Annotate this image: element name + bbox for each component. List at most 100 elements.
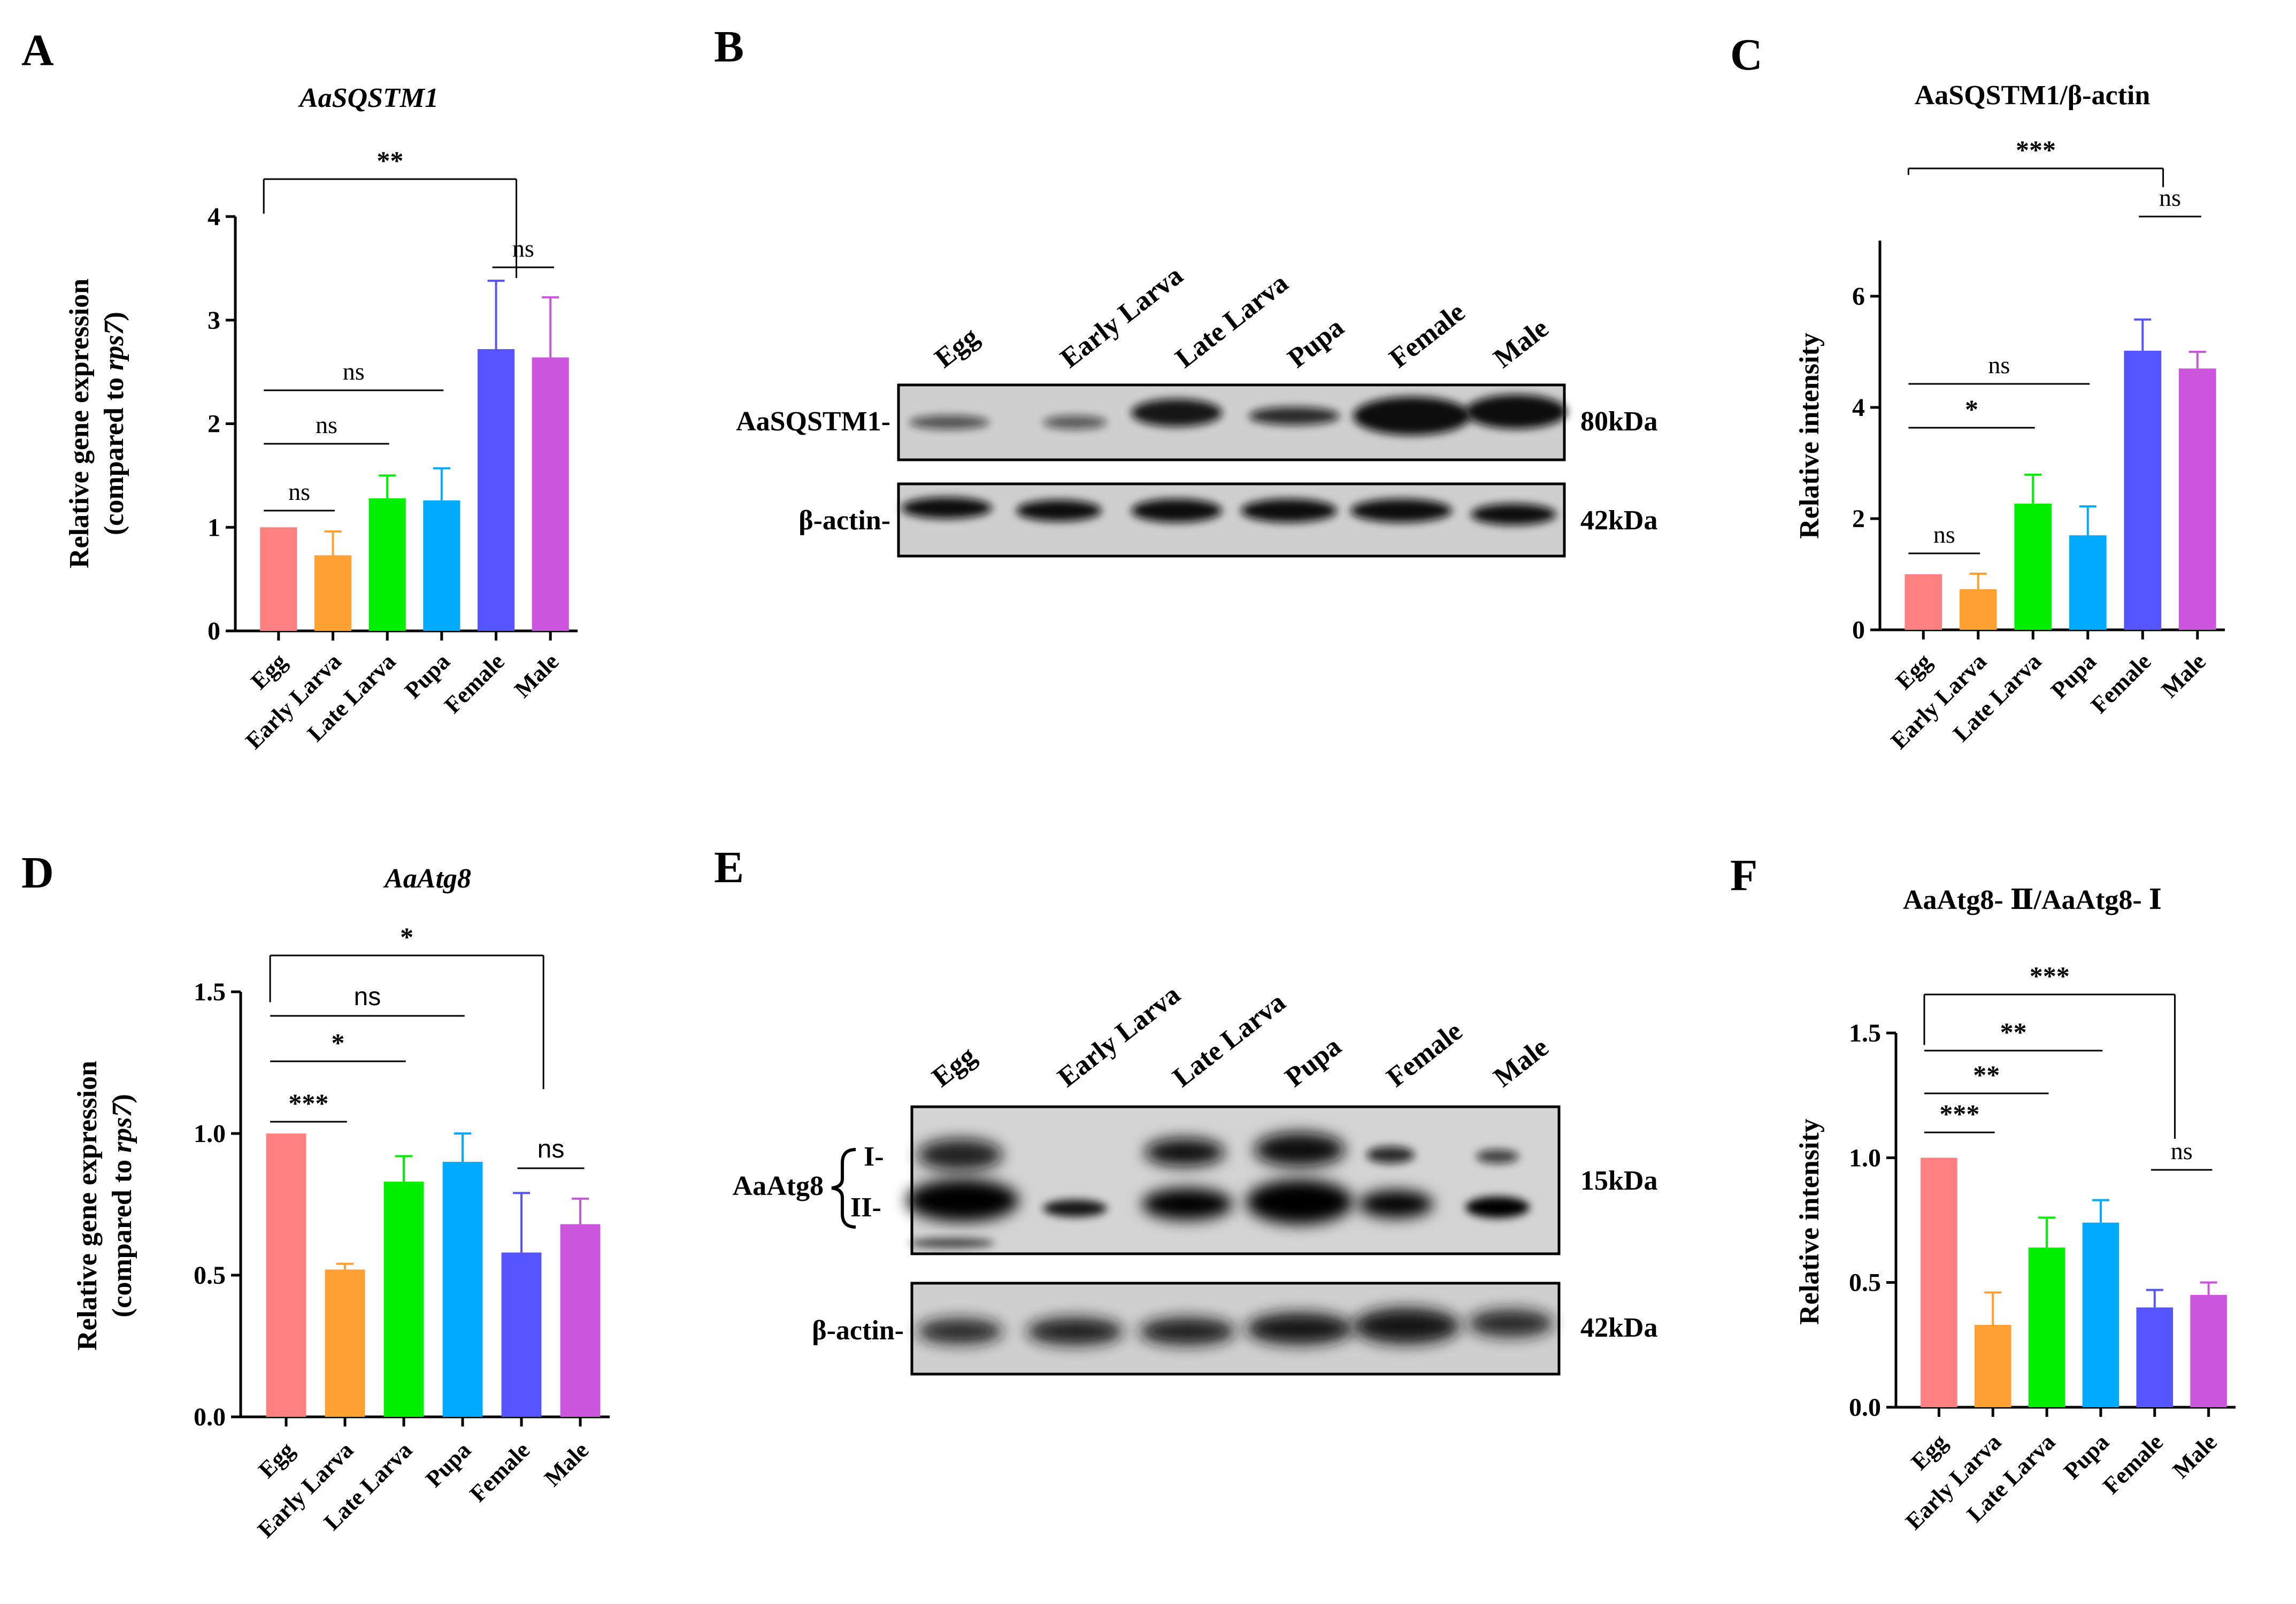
band bbox=[1241, 499, 1337, 522]
blot-e-control-bands bbox=[917, 1308, 1554, 1345]
blot-e-protein-label: AaAtg8 bbox=[733, 1171, 824, 1201]
chart-c: AaSQSTM1/β-actin Relative intensity 0 2 4 6 Eg… bbox=[1794, 80, 2225, 754]
y-tick-label: 4 bbox=[1852, 394, 1865, 422]
x-tick-label: Male bbox=[539, 1437, 594, 1491]
chart-title: AaSQSTM1 bbox=[298, 83, 439, 113]
blot-b-lane-label: Early Larva bbox=[1055, 260, 1188, 374]
bar bbox=[2178, 368, 2216, 630]
y-tick-label: 0.0 bbox=[1849, 1393, 1881, 1422]
significance-label: ns bbox=[288, 478, 310, 505]
significance-label: ns bbox=[1933, 521, 1955, 548]
band bbox=[1353, 1308, 1460, 1344]
significance-label: *** bbox=[1939, 1099, 1979, 1129]
x-tick-label: Egg bbox=[254, 1437, 300, 1483]
bar bbox=[2028, 1247, 2065, 1407]
x-tick-label: Female bbox=[2086, 648, 2156, 718]
panel-label-d: D bbox=[21, 848, 54, 898]
bar bbox=[1974, 1325, 2011, 1407]
blot-e-control-label: β-actin- bbox=[812, 1315, 904, 1346]
bar bbox=[1905, 574, 1942, 630]
y-tick-label: 1.0 bbox=[1849, 1144, 1881, 1172]
significance-label: * bbox=[400, 922, 413, 952]
y-axis-label-secondary: (compared to rps7) bbox=[99, 312, 129, 535]
chart-d: AaAtg8 Relative gene expression (compared … bbox=[72, 863, 610, 1543]
blot-b-lane-label: Pupa bbox=[1282, 312, 1349, 374]
bar bbox=[560, 1224, 601, 1417]
blot-e-control-kda: 42kDa bbox=[1580, 1313, 1657, 1343]
band bbox=[1139, 1317, 1235, 1345]
x-tick-label: Male bbox=[2156, 648, 2211, 703]
significance-label: ns bbox=[343, 358, 365, 385]
panel-label-b: B bbox=[714, 22, 744, 72]
bar bbox=[2082, 1222, 2120, 1407]
chart-title: AaSQSTM1/β-actin bbox=[1915, 80, 2151, 111]
band bbox=[1465, 1197, 1530, 1218]
y-tick-label: 2 bbox=[208, 410, 220, 438]
significance-label: ns bbox=[354, 983, 381, 1011]
chart-f: AaAtg8- Ⅱ/AaAtg8- Ⅰ Relative intensity 0.0… bbox=[1794, 885, 2236, 1534]
bar bbox=[2190, 1295, 2227, 1407]
band bbox=[1249, 407, 1340, 425]
significance-label: ns bbox=[316, 411, 337, 438]
y-tick-label: 0.0 bbox=[194, 1403, 226, 1431]
blot-b-protein-kda: 80kDa bbox=[1580, 406, 1657, 437]
significance-label: *** bbox=[2016, 135, 2056, 165]
y-tick-label: 0.5 bbox=[1849, 1269, 1881, 1297]
blot-b-lane-label: Late Larva bbox=[1170, 268, 1294, 374]
band bbox=[909, 415, 989, 429]
blot-e-lane-label: Early Larva bbox=[1052, 979, 1186, 1093]
blot-e-lane-label: Egg bbox=[926, 1040, 981, 1093]
bar bbox=[477, 349, 515, 631]
bar bbox=[1921, 1158, 1957, 1407]
band bbox=[917, 1139, 1003, 1171]
y-tick-label: 6 bbox=[1852, 282, 1865, 311]
blot-e-bands-lower bbox=[907, 1179, 1530, 1248]
blot-b-target-bands bbox=[909, 395, 1567, 435]
y-axis-label: Relative intensity bbox=[1794, 333, 1825, 539]
band bbox=[1366, 1146, 1415, 1163]
band bbox=[907, 1179, 1019, 1222]
x-tick-label: Male bbox=[509, 648, 564, 703]
bar bbox=[383, 1182, 424, 1417]
significance-label: ** bbox=[377, 145, 403, 175]
x-tick-label: Male bbox=[2168, 1429, 2222, 1483]
chart-a: AaSQSTM1 Relative gene expression (compare… bbox=[64, 83, 578, 754]
x-tick-label: Female bbox=[439, 648, 509, 718]
y-tick-label: 3 bbox=[208, 306, 220, 335]
band bbox=[1131, 399, 1222, 427]
blot-b-control-bands bbox=[901, 497, 1556, 525]
band bbox=[1471, 504, 1556, 525]
band bbox=[1246, 1313, 1353, 1345]
band bbox=[1246, 1179, 1353, 1224]
significance-label: ns bbox=[512, 235, 534, 262]
band bbox=[1131, 499, 1222, 522]
chart-title: AaAtg8- Ⅱ/AaAtg8- Ⅰ bbox=[1903, 885, 2162, 915]
y-tick-label: 1 bbox=[208, 513, 220, 542]
x-tick-label: Egg bbox=[1891, 648, 1937, 695]
bar bbox=[325, 1269, 365, 1417]
panel-label-c: C bbox=[1730, 30, 1763, 80]
x-tick-label: Pupa bbox=[420, 1437, 476, 1492]
bar bbox=[266, 1133, 306, 1417]
y-tick-label: 0.5 bbox=[194, 1261, 226, 1290]
blot-e-band-upper-label: I- bbox=[864, 1142, 884, 1172]
band bbox=[901, 497, 992, 519]
bar bbox=[2124, 350, 2162, 630]
bar bbox=[2069, 535, 2107, 630]
x-tick-label: Egg bbox=[245, 648, 292, 695]
band bbox=[1465, 395, 1567, 429]
significance-label: * bbox=[331, 1028, 344, 1058]
brace-icon bbox=[831, 1148, 856, 1229]
band bbox=[1353, 397, 1471, 435]
y-axis-label-secondary: (compared to rps7) bbox=[107, 1094, 137, 1317]
band bbox=[1043, 415, 1107, 429]
y-tick-label: 2 bbox=[1852, 505, 1865, 533]
blot-b-protein-label: AaSQSTM1- bbox=[736, 406, 890, 437]
bar bbox=[368, 498, 406, 631]
bar bbox=[423, 500, 460, 631]
y-axis-label: Relative gene expression bbox=[64, 279, 95, 568]
panel-label-f: F bbox=[1730, 851, 1757, 900]
significance-label: ** bbox=[2000, 1017, 2027, 1047]
band bbox=[917, 1318, 1003, 1344]
